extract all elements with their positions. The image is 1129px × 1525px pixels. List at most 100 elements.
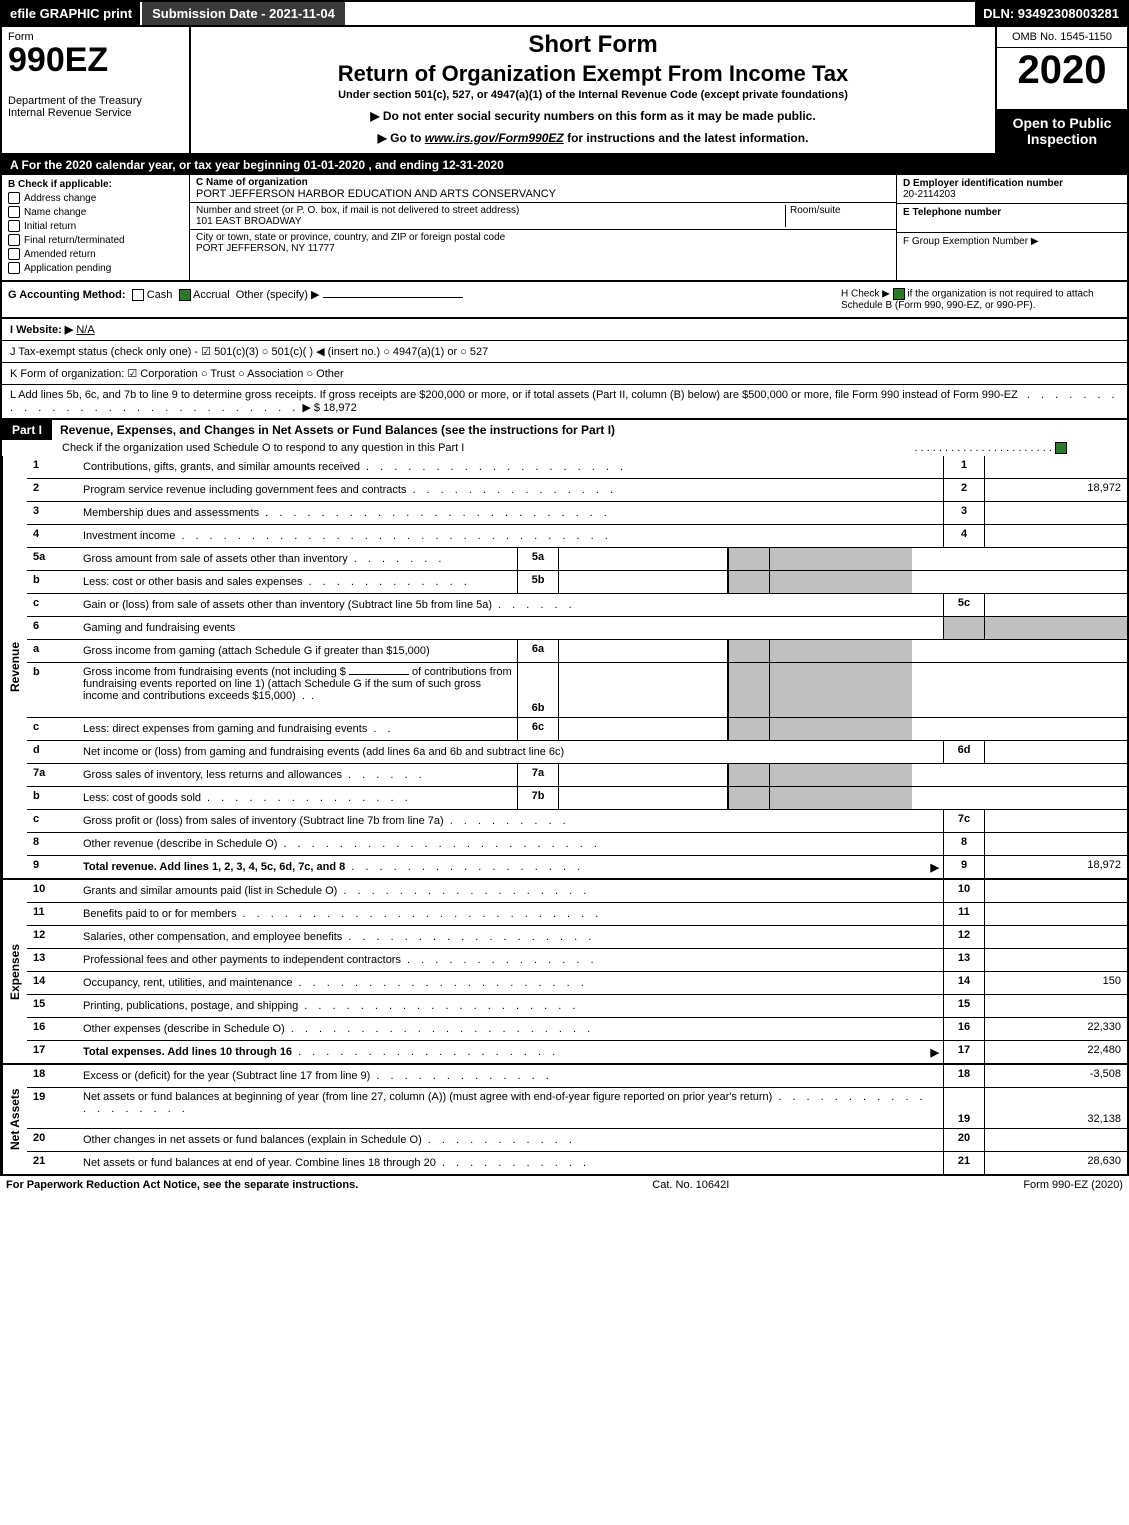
accounting-method-label: G Accounting Method: [8,289,126,301]
line-16: 16 Other expenses (describe in Schedule … [27,1017,1127,1040]
line-17-value: 22,480 [984,1041,1127,1063]
line-7a: 7a Gross sales of inventory, less return… [27,763,1127,786]
open-public-inspection: Open to Public Inspection [997,109,1127,153]
phone-label: E Telephone number [903,207,1121,218]
line-21-value: 28,630 [984,1152,1127,1174]
expenses-side-label: Expenses [2,880,27,1063]
irs-link[interactable]: www.irs.gov/Form990EZ [425,131,564,145]
line-6c-value [559,718,728,740]
checkbox-address-change[interactable]: Address change [8,192,183,204]
checkbox-schedule-b[interactable] [893,288,905,300]
line-k-form-org: K Form of organization: ☑ Corporation ○ … [0,363,1129,385]
instruction-goto: ▶ Go to www.irs.gov/Form990EZ for instru… [201,131,985,145]
revenue-side-label: Revenue [2,456,27,878]
line-18: 18 Excess or (deficit) for the year (Sub… [27,1065,1127,1087]
line-13: 13 Professional fees and other payments … [27,948,1127,971]
form-number: 990EZ [8,43,183,77]
part-i-check-text: Check if the organization used Schedule … [62,442,464,454]
line-15-value [984,995,1127,1017]
line-7c: c Gross profit or (loss) from sales of i… [27,809,1127,832]
org-city: PORT JEFFERSON, NY 11777 [196,243,890,254]
line-12-value [984,926,1127,948]
short-form-title: Short Form [201,31,985,59]
line-l: L Add lines 5b, 6c, and 7b to line 9 to … [0,385,1129,420]
line-l-value: ▶ $ 18,972 [302,402,356,414]
line-6c: c Less: direct expenses from gaming and … [27,717,1127,740]
ein-value: 20-2114203 [903,189,1121,200]
line-19-value: 32,138 [984,1088,1127,1128]
line-i: I Website: ▶ N/A [0,319,1129,341]
dept-irs: Internal Revenue Service [8,107,183,119]
checkbox-schedule-o[interactable] [1055,442,1067,454]
line-11: 11 Benefits paid to or for members. . . … [27,902,1127,925]
part-i-table: Revenue 1 Contributions, gifts, grants, … [0,456,1129,1176]
line-21: 21 Net assets or fund balances at end of… [27,1151,1127,1174]
checkbox-cash[interactable] [132,289,144,301]
line-14-value: 150 [984,972,1127,994]
omb-number: OMB No. 1545-1150 [997,27,1127,48]
org-address: 101 EAST BROADWAY [196,216,785,227]
net-assets-side-label: Net Assets [2,1065,27,1174]
line-10-value [984,880,1127,902]
checkbox-name-change[interactable]: Name change [8,206,183,218]
header-right: OMB No. 1545-1150 2020 Open to Public In… [995,27,1127,153]
line-6d-value [984,741,1127,763]
checkbox-initial-return[interactable]: Initial return [8,220,183,232]
line-7a-value [559,764,728,786]
line-6d: d Net income or (loss) from gaming and f… [27,740,1127,763]
ein-label: D Employer identification number [903,178,1121,189]
website-value: N/A [76,324,94,336]
city-label: City or town, state or province, country… [196,232,890,243]
form-header: Form 990EZ Department of the Treasury In… [0,27,1129,155]
line-2-value: 18,972 [984,479,1127,501]
checkbox-icon [8,262,20,274]
line-16-value: 22,330 [984,1018,1127,1040]
section-b: B Check if applicable: Address change Na… [2,175,190,280]
line-14: 14 Occupancy, rent, utilities, and maint… [27,971,1127,994]
part-i-header: Part I Revenue, Expenses, and Changes in… [0,420,1129,440]
line-6a: a Gross income from gaming (attach Sched… [27,639,1127,662]
line-5a-value [559,548,728,570]
checkbox-application-pending[interactable]: Application pending [8,262,183,274]
line-19: 19 Net assets or fund balances at beginn… [27,1087,1127,1128]
efile-print-label[interactable]: efile GRAPHIC print [2,2,140,25]
line-5c: c Gain or (loss) from sale of assets oth… [27,593,1127,616]
line-11-value [984,903,1127,925]
room-suite-label: Room/suite [785,205,890,227]
line-18-value: -3,508 [984,1065,1127,1087]
line-17: 17 Total expenses. Add lines 10 through … [27,1040,1127,1063]
tax-year: 2020 [997,48,1127,92]
part-i-label: Part I [2,420,52,440]
line-a-tax-year: A For the 2020 calendar year, or tax yea… [0,155,1129,175]
line-10: 10 Grants and similar amounts paid (list… [27,880,1127,902]
checkbox-final-return[interactable]: Final return/terminated [8,234,183,246]
line-13-value [984,949,1127,971]
line-7c-value [984,810,1127,832]
line-5c-value [984,594,1127,616]
checkbox-accrual[interactable] [179,289,191,301]
line-6: 6 Gaming and fundraising events [27,616,1127,639]
line-l-text: L Add lines 5b, 6c, and 7b to line 9 to … [10,389,1018,401]
checkbox-icon [8,248,20,260]
line-1-value [984,456,1127,478]
line-7b-value [559,787,728,809]
addr-label: Number and street (or P. O. box, if mail… [196,205,785,216]
section-b-label: B Check if applicable: [8,179,183,190]
footer-catno: Cat. No. 10642I [652,1179,729,1191]
checkbox-amended-return[interactable]: Amended return [8,248,183,260]
line-3: 3 Membership dues and assessments. . . .… [27,501,1127,524]
section-gh: G Accounting Method: Cash Accrual Other … [0,282,1129,319]
line-6b: b Gross income from fundraising events (… [27,662,1127,717]
goto-pre: ▶ Go to [378,131,425,145]
website-label: I Website: ▶ [10,324,73,336]
under-section-text: Under section 501(c), 527, or 4947(a)(1)… [201,89,985,101]
section-bcd: B Check if applicable: Address change Na… [0,175,1129,282]
header-left: Form 990EZ Department of the Treasury In… [2,27,191,153]
footer-notice: For Paperwork Reduction Act Notice, see … [6,1179,358,1191]
org-name: PORT JEFFERSON HARBOR EDUCATION AND ARTS… [196,188,890,200]
line-6a-value [559,640,728,662]
group-exemption-label: F Group Exemption Number ▶ [903,236,1121,247]
line-20: 20 Other changes in net assets or fund b… [27,1128,1127,1151]
line-20-value [984,1129,1127,1151]
line-6b-value [559,663,728,717]
